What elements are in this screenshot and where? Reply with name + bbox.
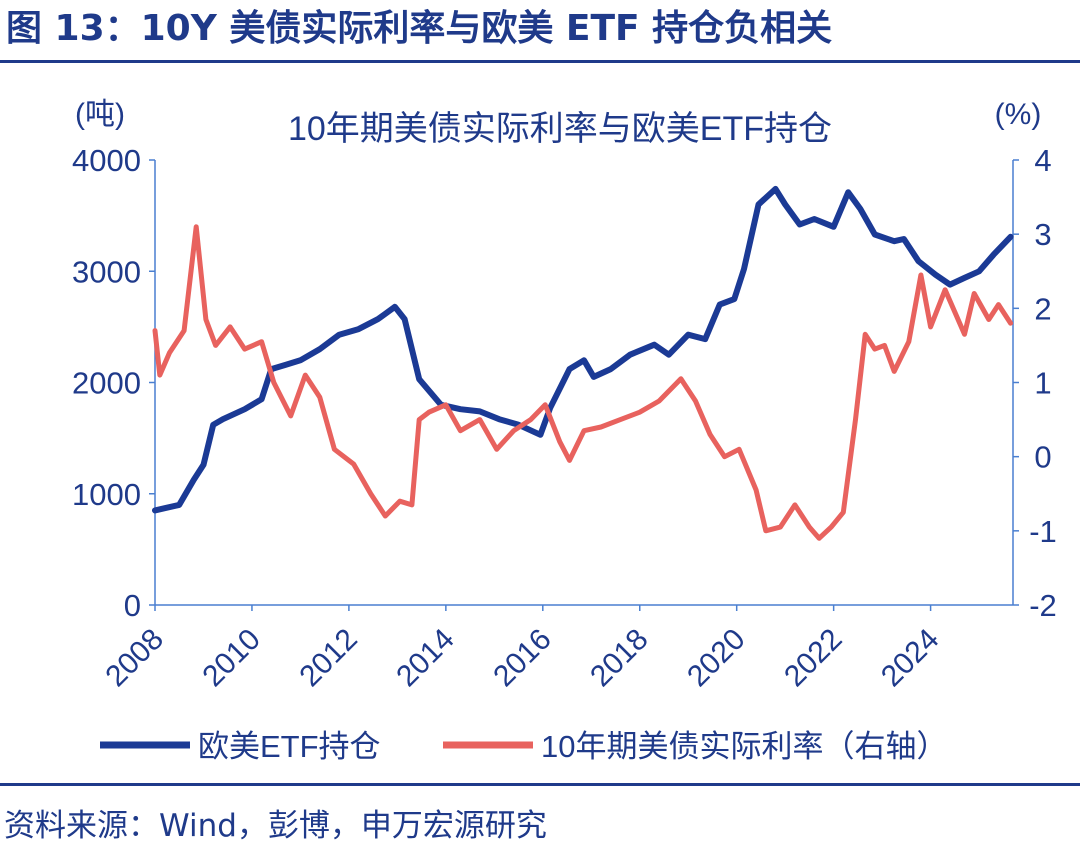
bottom-divider <box>0 783 1080 786</box>
x-tick-label: 2010 <box>196 623 267 694</box>
right-tick-label: 0 <box>1034 440 1051 475</box>
left-tick-label: 2000 <box>72 366 141 401</box>
x-tick-label: 2020 <box>681 623 752 694</box>
x-tick-label: 2022 <box>778 623 849 694</box>
source-note: 资料来源：Wind，彭博，申万宏源研究 <box>4 808 547 844</box>
left-tick-label: 3000 <box>72 254 141 289</box>
x-tick-label: 2014 <box>390 623 461 694</box>
x-tick-label: 2012 <box>293 623 364 694</box>
left-tick-label: 4000 <box>72 143 141 178</box>
right-tick-label: 1 <box>1034 366 1051 401</box>
chart-title: 10年期美债实际利率与欧美ETF持仓 <box>288 110 832 148</box>
left-axis-unit: (吨) <box>75 98 125 131</box>
left-tick-label: 0 <box>124 588 141 623</box>
top-divider <box>0 60 1080 63</box>
chart: 10年期美债实际利率与欧美ETF持仓 (吨) (%) 0 1000 2000 3000… <box>72 98 1057 764</box>
real-rate-line <box>152 224 1014 541</box>
legend-label-etf: 欧美ETF持仓 <box>198 729 381 764</box>
x-tick-label: 2018 <box>584 623 655 694</box>
legend-label-rate: 10年期美债实际利率（右轴） <box>541 729 947 764</box>
x-tick-label: 2008 <box>99 623 170 694</box>
left-tick-label: 1000 <box>72 477 141 512</box>
legend: 欧美ETF持仓 10年期美债实际利率（右轴） <box>100 729 947 764</box>
x-tick-label: 2024 <box>875 623 946 694</box>
etf-holdings-line <box>152 185 1014 514</box>
right-tick-label: -2 <box>1029 588 1057 623</box>
right-tick-label: 2 <box>1034 291 1051 326</box>
right-tick-label: -1 <box>1029 514 1057 549</box>
right-tick-label: 3 <box>1034 217 1051 252</box>
right-axis-unit: (%) <box>995 98 1042 131</box>
figure-title: 图 13：10Y 美债实际利率与欧美 ETF 持仓负相关 <box>6 8 833 49</box>
x-tick-label: 2016 <box>487 623 558 694</box>
right-tick-label: 4 <box>1034 143 1051 178</box>
